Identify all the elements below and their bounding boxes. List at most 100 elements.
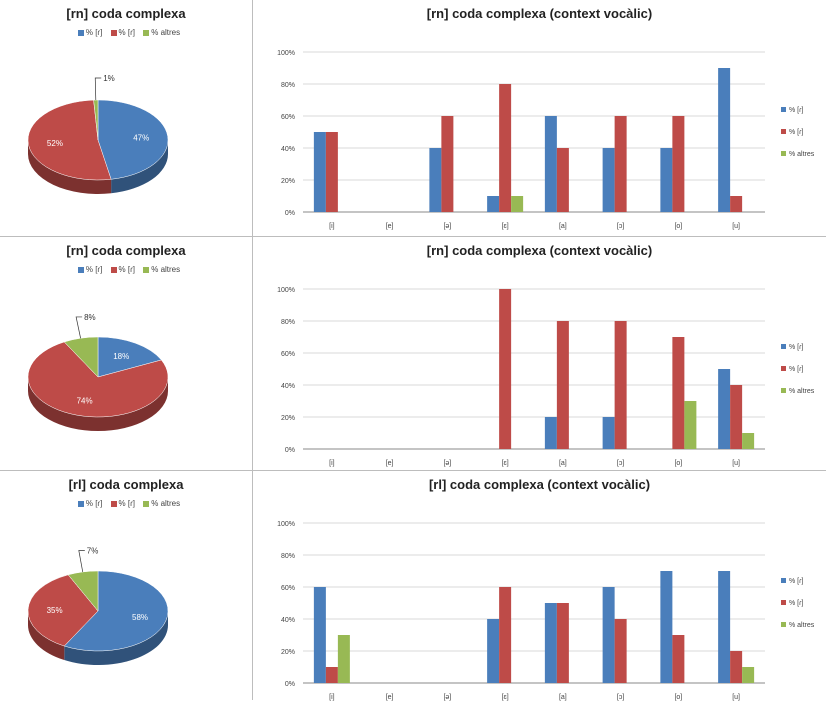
legend-swatch-r <box>77 266 84 273</box>
bar <box>487 619 500 683</box>
pie-slice-label: 8% <box>84 313 96 322</box>
legend-label: % altres <box>789 151 815 158</box>
bar <box>602 417 615 449</box>
bar <box>730 651 743 683</box>
pie-legend: % [ɾ] % [ɾ] % altres <box>0 499 252 508</box>
y-tick-label: 60% <box>281 114 295 121</box>
y-tick-label: 80% <box>281 553 295 560</box>
y-tick-label: 60% <box>281 351 295 358</box>
bar <box>325 667 338 683</box>
pie-title: [rl] coda complexa <box>68 477 184 492</box>
pie-panel: [rn] coda complexa % [ɾ] % [ɾ] % altres … <box>0 0 253 236</box>
pie-slice-side <box>64 611 168 665</box>
x-tick-label: [ɛ] <box>502 460 509 467</box>
legend-label: % [ɾ] <box>789 129 803 136</box>
legend-swatch <box>781 107 786 112</box>
x-tick-label: [o] <box>674 223 682 230</box>
legend-swatch-d <box>110 500 117 507</box>
bar <box>544 603 557 683</box>
pie-slice-label: 18% <box>113 352 129 361</box>
bar <box>730 196 743 212</box>
legend-swatch <box>781 344 786 349</box>
legend-swatch <box>781 151 786 156</box>
pie-leader-line <box>94 77 102 101</box>
legend-label: % altres <box>151 28 181 37</box>
x-tick-label: [ɛ] <box>502 223 509 230</box>
pie-legend: % [ɾ] % [ɾ] % altres <box>0 28 252 37</box>
pie-slice-label: 35% <box>47 606 63 615</box>
bar <box>544 417 557 449</box>
pie-panel: [rl] coda complexa % [ɾ] % [ɾ] % altres … <box>0 471 253 700</box>
y-tick-label: 80% <box>281 319 295 326</box>
pie-slice-label: 58% <box>132 613 148 622</box>
pie-slice-label: 52% <box>47 139 63 148</box>
x-tick-label: [ɛ] <box>502 694 509 701</box>
y-tick-label: 40% <box>281 383 295 390</box>
bar <box>718 571 731 683</box>
x-tick-label: [a] <box>559 223 567 230</box>
x-tick-label: [ɔ] <box>617 223 624 230</box>
legend-swatch <box>781 578 786 583</box>
pie-leader-line <box>78 550 85 573</box>
legend-swatch <box>781 600 786 605</box>
bar <box>672 116 685 212</box>
pie-slice-side <box>28 377 168 431</box>
legend-swatch-altres <box>143 500 150 507</box>
x-tick-label: [u] <box>732 460 740 467</box>
bar <box>429 148 442 212</box>
pie-panel: [rn] coda complexa % [ɾ] % [ɾ] % altres … <box>0 237 253 470</box>
pie-slice <box>27 99 112 181</box>
bar <box>742 667 755 683</box>
legend-swatch-d <box>110 29 117 36</box>
bar-title: [rl] coda complexa (context vocàlic) <box>428 477 651 492</box>
pie-chart: 18% 74% 8% <box>27 313 169 431</box>
legend-label: % altres <box>789 388 815 395</box>
legend-swatch <box>781 129 786 134</box>
legend-label: % altres <box>789 622 815 629</box>
bar-panel: [rl] coda complexa (context vocàlic) 0% 2… <box>253 471 826 701</box>
x-tick-label: [e] <box>386 223 394 230</box>
y-tick-label: 100% <box>277 287 295 294</box>
legend-label: % [ɾ] <box>789 578 803 585</box>
legend-swatch-r <box>77 500 84 507</box>
legend-swatch-d <box>110 266 117 273</box>
legend-swatch <box>781 622 786 627</box>
pie-slice <box>67 570 99 612</box>
y-tick-label: 60% <box>281 585 295 592</box>
y-tick-label: 100% <box>277 50 295 57</box>
pie-slice <box>63 570 169 652</box>
legend-label: % [ɾ] <box>789 366 803 373</box>
bar <box>672 337 685 449</box>
pie-slice-side <box>28 140 112 195</box>
pie-title: [rn] coda complexa <box>66 6 186 21</box>
legend-label: % [ɾ] <box>85 28 103 37</box>
x-tick-label: [i] <box>329 694 335 701</box>
pie-slice <box>97 99 169 180</box>
bar <box>441 116 454 212</box>
pie-slice-label: 7% <box>87 546 99 555</box>
bar <box>614 619 627 683</box>
bar-title: [rn] coda complexa (context vocàlic) <box>426 243 653 258</box>
bar-title: [rn] coda complexa (context vocàlic) <box>426 6 653 21</box>
legend-label: % [ɾ] <box>85 265 103 274</box>
bar <box>730 385 743 449</box>
legend-label: % [ɾ] <box>789 107 803 114</box>
legend-label: % altres <box>151 265 181 274</box>
pie-slice <box>93 99 99 141</box>
pie-slice-label: 74% <box>77 397 93 406</box>
pie-slice-side <box>111 140 168 194</box>
pie-legend: % [ɾ] % [ɾ] % altres <box>0 265 252 274</box>
bar <box>672 635 685 683</box>
bar-chart: 0% 20% 40% 60% 80% 100% [i] [e] [ə] [ɛ] [a] [ɔ] [o] [… <box>277 50 815 230</box>
bar <box>511 196 524 212</box>
y-tick-label: 40% <box>281 146 295 153</box>
bar-chart: 0% 20% 40% 60% 80% 100% [i] [e] [ə] [ɛ] [a] [ɔ] [o] [… <box>277 287 815 467</box>
y-tick-label: 20% <box>281 649 295 656</box>
bar <box>718 68 731 212</box>
bar <box>499 84 512 212</box>
y-tick-label: 20% <box>281 178 295 185</box>
bar <box>556 603 569 683</box>
bar-panel: [rn] coda complexa (context vocàlic) 0% 2… <box>253 0 826 236</box>
y-tick-label: 0% <box>285 681 295 688</box>
